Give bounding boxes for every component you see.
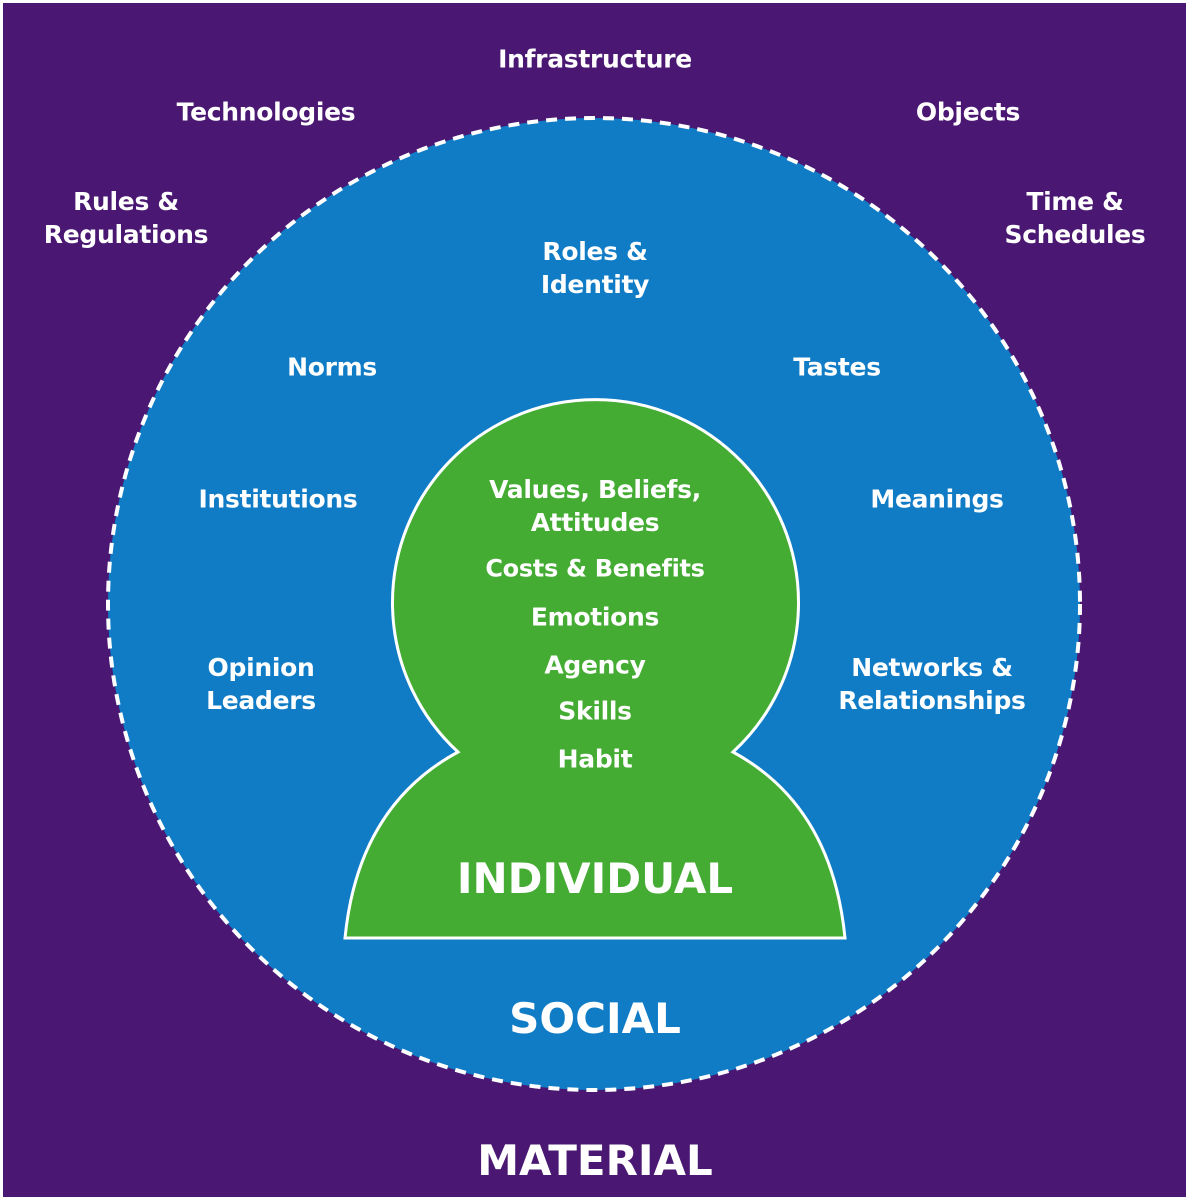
label-meanings: Meanings [870,484,1004,514]
label-opinion-leaders: Opinion Leaders [206,653,316,715]
label-networks-relationships: Networks & Relationships [838,653,1026,715]
individual-figure [343,398,847,940]
label-tastes: Tastes [793,352,881,382]
label-individual-title: INDIVIDUAL [456,854,734,903]
label-material-title: MATERIAL [477,1136,713,1185]
label-institutions: Institutions [198,484,358,514]
label-time-schedules: Time & Schedules [1004,187,1146,249]
label-social-title: SOCIAL [509,994,681,1043]
label-infrastructure: Infrastructure [498,44,692,74]
label-emotions: Emotions [530,602,660,632]
label-norms: Norms [287,352,377,382]
label-costs-benefits: Costs & Benefits [485,554,705,583]
label-agency: Agency [544,650,646,680]
label-technologies: Technologies [176,97,356,127]
label-habit: Habit [557,744,633,774]
label-values-beliefs-attitudes: Values, Beliefs, Attitudes [489,475,701,537]
label-skills: Skills [558,696,632,726]
label-rules-regulations: Rules & Regulations [43,187,209,249]
label-roles-identity: Roles & Identity [540,237,650,299]
label-objects: Objects [915,97,1021,127]
